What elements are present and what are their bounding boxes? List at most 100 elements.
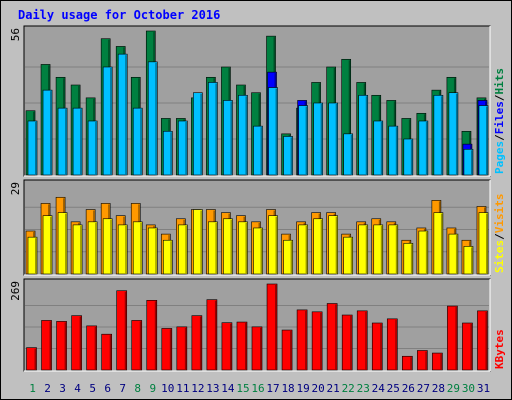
bar-kbytes xyxy=(71,315,82,371)
bar-sites xyxy=(57,212,68,275)
x-axis-labels: 1 2 3 4 5 6 7 8 9 10 11 12 13 14 15 16 17 18 19 20 21 22 23 24 2… xyxy=(29,382,490,395)
y-max-label: 269 xyxy=(9,281,22,301)
bar-pages xyxy=(253,125,263,176)
bar-pages xyxy=(448,92,459,176)
x-tick-label: 18 xyxy=(281,382,294,395)
bar-sites xyxy=(223,218,233,275)
bar-pages xyxy=(418,120,429,176)
bar-sites xyxy=(27,236,38,275)
bar-pages xyxy=(238,94,248,176)
x-tick-label: 11 xyxy=(176,382,189,395)
bar-pages xyxy=(343,133,354,176)
x-tick-label: 4 xyxy=(74,382,81,395)
legend-pages: Pages xyxy=(493,141,506,174)
x-tick-label: 8 xyxy=(134,382,141,395)
bar-kbytes xyxy=(281,329,293,371)
x-tick-label: 22 xyxy=(342,382,355,395)
bar-pages xyxy=(162,130,173,176)
x-tick-label: 2 xyxy=(44,382,51,395)
bar-pages xyxy=(463,148,474,176)
bar-kbytes xyxy=(402,355,413,371)
x-tick-label: 19 xyxy=(296,382,309,395)
x-tick-label: 20 xyxy=(312,382,325,395)
bar-kbytes xyxy=(386,318,398,371)
legend-sites: Sites xyxy=(493,240,506,273)
bar-pages xyxy=(27,120,38,176)
bar-kbytes xyxy=(131,320,143,371)
legend-kbytes: KBytes xyxy=(493,329,506,369)
x-tick-label: 27 xyxy=(417,382,430,395)
bar-kbytes xyxy=(462,322,473,371)
bar-kbytes xyxy=(191,315,203,371)
bar-sites xyxy=(463,246,474,275)
bar-pages xyxy=(42,89,53,176)
chart-panels: 56Pages/Files/Hits29Sites/Visits269KByte… xyxy=(9,25,506,372)
x-tick-label: 15 xyxy=(236,382,249,395)
bar-sites xyxy=(253,227,263,275)
bar-pages xyxy=(223,100,233,176)
bar-kbytes xyxy=(146,300,158,371)
legend-separator: / xyxy=(493,233,506,240)
bar-sites xyxy=(313,218,323,275)
bar-sites xyxy=(433,212,444,275)
bar-kbytes xyxy=(266,283,278,371)
x-tick-label: 25 xyxy=(387,382,400,395)
bar-kbytes xyxy=(311,311,323,371)
x-tick-label: 12 xyxy=(191,382,204,395)
bar-sites xyxy=(478,212,489,275)
legend-hits: Hits xyxy=(493,68,506,95)
bar-pages xyxy=(132,107,143,176)
bar-sites xyxy=(42,215,53,275)
bar-sites xyxy=(72,224,83,275)
bar-pages xyxy=(328,102,338,176)
x-tick-label: 7 xyxy=(119,382,126,395)
bar-sites xyxy=(193,209,203,275)
series-legend: KBytes xyxy=(493,329,506,369)
bar-kbytes xyxy=(86,325,97,371)
bar-sites xyxy=(117,224,128,275)
bar-sites xyxy=(208,221,218,275)
x-tick-label: 13 xyxy=(206,382,219,395)
x-tick-label: 21 xyxy=(327,382,340,395)
legend-files: Files xyxy=(493,101,506,134)
bar-pages xyxy=(147,61,158,176)
bar-kbytes xyxy=(296,309,308,371)
bar-pages xyxy=(433,94,444,176)
x-tick-label: 30 xyxy=(462,382,475,395)
x-tick-label: 16 xyxy=(251,382,264,395)
bar-sites xyxy=(418,230,429,275)
bar-pages xyxy=(373,120,384,176)
bar-kbytes xyxy=(101,333,112,371)
panel-middle: 29 Sites/Visits xyxy=(9,179,506,276)
x-tick-label: 10 xyxy=(161,382,174,395)
bar-sites xyxy=(238,221,248,275)
bar-sites xyxy=(448,233,459,275)
bar-kbytes xyxy=(477,310,488,371)
bar-kbytes xyxy=(206,299,218,371)
bar-pages xyxy=(268,87,278,176)
x-tick-label: 23 xyxy=(357,382,370,395)
bar-kbytes xyxy=(447,305,458,371)
bar-kbytes xyxy=(221,322,233,371)
legend-separator: / xyxy=(493,94,506,101)
bar-sites xyxy=(147,227,158,275)
x-tick-label: 3 xyxy=(59,382,66,395)
bar-sites xyxy=(162,239,173,275)
bar-pages xyxy=(403,138,414,176)
bar-sites xyxy=(298,224,308,275)
bar-kbytes xyxy=(417,350,428,371)
x-tick-label: 17 xyxy=(266,382,279,395)
bar-pages xyxy=(102,66,113,176)
bar-kbytes xyxy=(432,352,443,371)
bar-pages xyxy=(298,105,308,176)
x-tick-label: 29 xyxy=(447,382,460,395)
bar-sites xyxy=(178,224,188,275)
bar-pages xyxy=(178,120,188,176)
bar-sites xyxy=(343,236,354,275)
bar-pages xyxy=(87,120,98,176)
bar-sites xyxy=(373,224,384,275)
x-tick-label: 26 xyxy=(402,382,415,395)
bar-sites xyxy=(358,224,369,275)
